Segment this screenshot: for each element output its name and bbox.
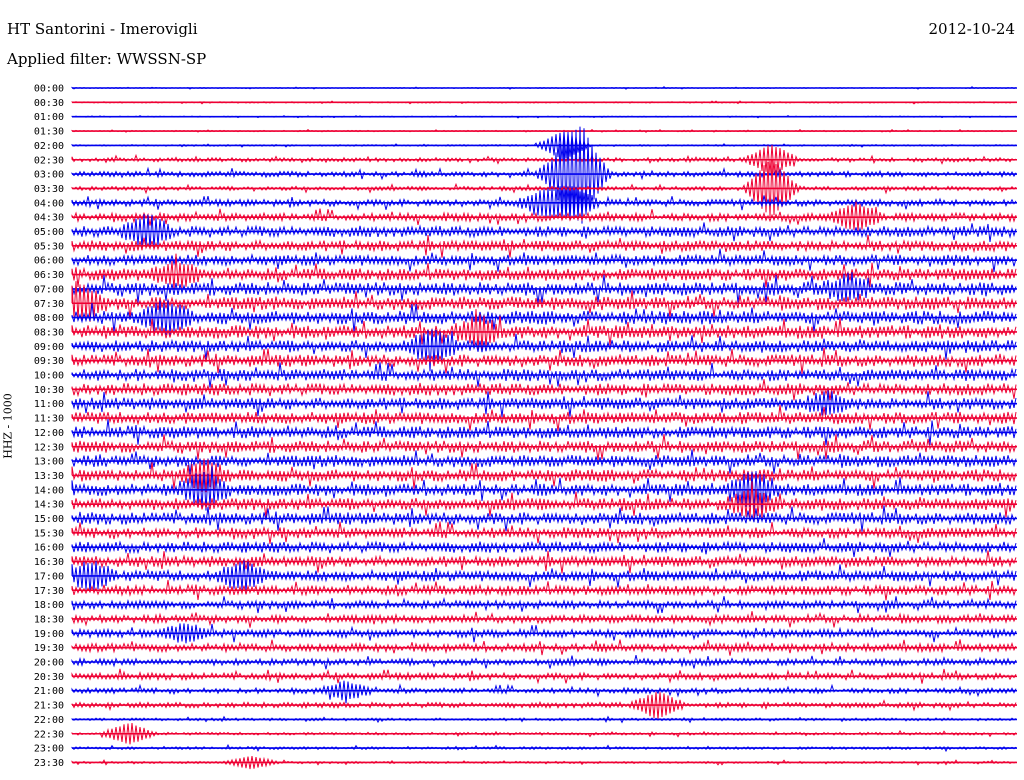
row-time-label: 00:30: [34, 98, 64, 109]
trace-line: [71, 347, 1017, 374]
row-time-label: 03:30: [34, 184, 64, 195]
row-time-label: 11:00: [34, 399, 64, 410]
trace-line: [71, 579, 1017, 601]
row-time-label: 05:00: [34, 227, 64, 238]
row-time-label: 12:00: [34, 428, 64, 439]
trace-line: [71, 449, 1017, 475]
trace-line: [71, 611, 1017, 628]
trace-line: [71, 214, 1017, 249]
row-time-label: 15:00: [34, 514, 64, 525]
row-time-label: 21:30: [34, 701, 64, 712]
trace-line: [71, 505, 1017, 532]
row-time-label: 14:30: [34, 500, 64, 511]
trace-line: [71, 680, 1017, 704]
row-time-label: 02:00: [34, 141, 64, 152]
trace-line: [71, 272, 1017, 304]
row-time-label: 19:00: [34, 629, 64, 640]
filter-label: Applied filter: WWSSN-SP: [7, 50, 207, 68]
row-time-label: 16:00: [34, 543, 64, 554]
station-title: HT Santorini - Imerovigli: [7, 20, 198, 38]
trace-line: [71, 419, 1017, 446]
row-time-label: 14:00: [34, 485, 64, 496]
trace-line: [71, 550, 1017, 574]
row-time-label: 11:30: [34, 414, 64, 425]
row-time-label: 22:30: [34, 729, 64, 740]
row-time-label: 12:30: [34, 442, 64, 453]
row-time-label: 09:00: [34, 342, 64, 353]
trace-line: [71, 639, 1017, 656]
row-time-label: 23:00: [34, 744, 64, 755]
row-time-label: 21:00: [34, 686, 64, 697]
row-time-label: 07:00: [34, 284, 64, 295]
row-time-label: 18:30: [34, 614, 64, 625]
row-time-label: 06:30: [34, 270, 64, 281]
row-time-label: 03:00: [34, 170, 64, 181]
row-time-label: 07:30: [34, 299, 64, 310]
row-time-label: 20:00: [34, 658, 64, 669]
row-time-label: 01:30: [34, 127, 64, 138]
row-time-label: 10:00: [34, 371, 64, 382]
row-time-label: 17:30: [34, 586, 64, 597]
row-time-label: 20:30: [34, 672, 64, 683]
row-time-label: 09:30: [34, 356, 64, 367]
row-time-label: 02:30: [34, 155, 64, 166]
trace-line: [71, 405, 1017, 432]
row-time-label: 10:30: [34, 385, 64, 396]
date-label: 2012-10-24: [928, 20, 1015, 38]
row-time-label: 22:00: [34, 715, 64, 726]
row-time-label: 15:30: [34, 528, 64, 539]
row-time-label: 13:00: [34, 457, 64, 468]
row-time-label: 00:00: [34, 84, 64, 95]
row-time-label: 18:00: [34, 600, 64, 611]
row-time-label: 16:30: [34, 557, 64, 568]
row-time-label: 08:00: [34, 313, 64, 324]
trace-line: [71, 309, 1017, 351]
row-time-label: 23:30: [34, 758, 64, 769]
row-time-label: 13:30: [34, 471, 64, 482]
row-time-label: 04:00: [34, 198, 64, 209]
row-time-label: 08:30: [34, 327, 64, 338]
row-time-label: 17:00: [34, 571, 64, 582]
row-time-label: 01:00: [34, 112, 64, 123]
row-time-label: 06:00: [34, 256, 64, 267]
row-time-label: 05:30: [34, 241, 64, 252]
row-time-label: 19:30: [34, 643, 64, 654]
row-time-label: 04:30: [34, 213, 64, 224]
